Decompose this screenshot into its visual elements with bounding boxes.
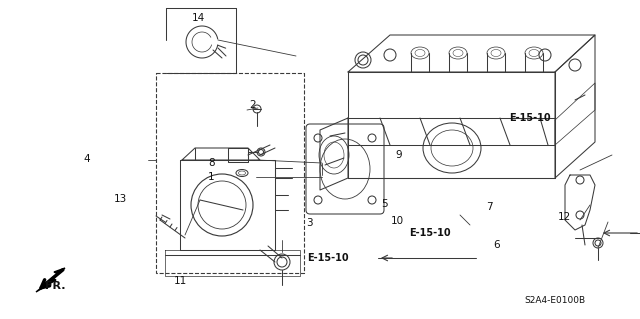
Text: 11: 11 bbox=[174, 276, 187, 286]
Text: 7: 7 bbox=[486, 202, 493, 212]
Text: 1: 1 bbox=[208, 172, 214, 182]
Bar bbox=[156, 73, 304, 273]
Text: 12: 12 bbox=[558, 212, 572, 222]
Text: FR.: FR. bbox=[45, 281, 65, 292]
Text: 3: 3 bbox=[306, 218, 312, 228]
Text: 2: 2 bbox=[250, 100, 256, 110]
Text: 6: 6 bbox=[493, 240, 499, 250]
Text: 13: 13 bbox=[114, 194, 127, 204]
Text: 8: 8 bbox=[208, 158, 214, 168]
Text: S2A4-E0100B: S2A4-E0100B bbox=[525, 296, 586, 305]
Text: 10: 10 bbox=[390, 216, 404, 226]
Text: 5: 5 bbox=[381, 199, 388, 209]
Text: 4: 4 bbox=[83, 154, 90, 165]
Text: 14: 14 bbox=[192, 13, 205, 23]
Polygon shape bbox=[36, 268, 65, 292]
Text: E-15-10: E-15-10 bbox=[307, 253, 349, 263]
Text: E-15-10: E-15-10 bbox=[509, 113, 551, 123]
Text: E-15-10: E-15-10 bbox=[410, 228, 451, 238]
Text: 9: 9 bbox=[396, 150, 402, 160]
